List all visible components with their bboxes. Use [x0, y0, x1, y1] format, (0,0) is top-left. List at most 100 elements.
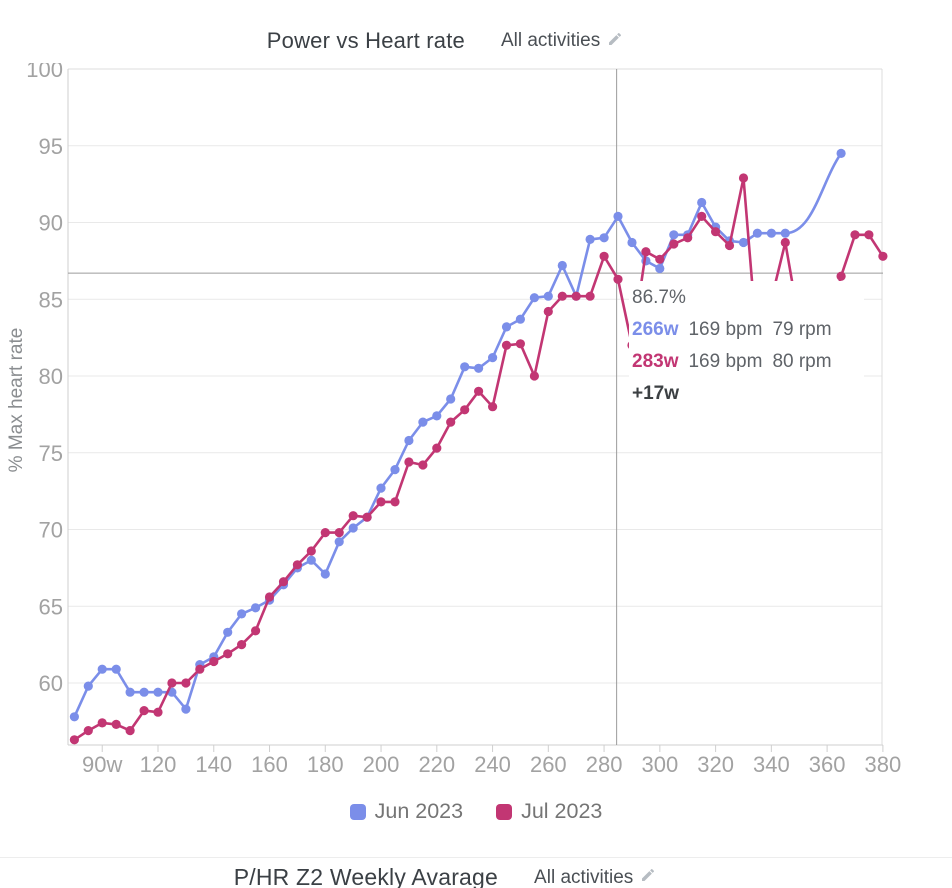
legend-swatch-jun — [349, 803, 366, 820]
data-point — [209, 656, 219, 667]
next-activity-filter[interactable]: All activities — [534, 867, 656, 888]
legend-item-jul-2023[interactable]: Jul 2023 — [496, 799, 602, 824]
x-tick-label: 320 — [697, 752, 734, 777]
data-point — [125, 687, 135, 697]
data-point — [418, 417, 428, 427]
data-point — [711, 227, 721, 237]
data-point — [83, 726, 93, 736]
x-tick-label: 200 — [363, 752, 400, 777]
data-point — [474, 363, 484, 373]
x-tick-label: 240 — [474, 752, 511, 777]
data-point — [766, 228, 777, 238]
data-point — [111, 664, 121, 674]
data-point — [599, 251, 609, 261]
data-point — [418, 460, 428, 470]
data-point — [543, 306, 553, 317]
data-point — [404, 435, 414, 446]
data-point — [446, 394, 456, 404]
data-point — [97, 664, 107, 674]
x-tick-label: 120 — [140, 752, 177, 777]
legend-label-jul: Jul 2023 — [521, 799, 603, 823]
activity-filter-label: All activities — [500, 30, 601, 51]
data-point — [836, 148, 846, 158]
data-point — [557, 260, 567, 271]
data-point — [836, 271, 846, 281]
data-point — [69, 712, 79, 722]
tooltip-hr-jul: 169 bpm — [688, 351, 763, 372]
data-point — [83, 681, 93, 691]
edit-pencil-icon[interactable] — [607, 31, 623, 52]
data-point — [599, 233, 609, 243]
data-point — [334, 528, 344, 538]
next-chart-header: P/HR Z2 Weekly Avarage All activities — [0, 864, 890, 888]
data-point — [655, 254, 665, 264]
data-point — [125, 726, 135, 736]
data-point — [460, 405, 470, 415]
data-point — [724, 240, 735, 251]
data-point — [585, 234, 595, 244]
data-point — [474, 386, 484, 396]
tooltip-hr-jun: 169 bpm — [688, 319, 763, 340]
power-vs-heart-rate-chart[interactable]: 100 95 90 85 80 75 70 65 60 90w 120 140 160 180 200 220… — [0, 63, 952, 803]
data-point — [292, 560, 302, 570]
data-point — [752, 228, 763, 238]
data-point — [488, 402, 498, 412]
x-tick-label: 140 — [195, 752, 232, 777]
data-point — [139, 687, 149, 697]
data-point — [237, 609, 247, 619]
data-point — [153, 687, 163, 697]
data-point — [864, 230, 874, 240]
y-tick-label: 90 — [39, 211, 63, 236]
tooltip-row-jun: 266w 169 bpm 79 rpm — [632, 318, 864, 341]
data-point — [167, 678, 177, 688]
data-point — [320, 528, 330, 538]
data-point — [306, 546, 316, 556]
data-point — [669, 239, 679, 249]
data-point — [195, 664, 205, 674]
data-point — [446, 417, 456, 427]
data-point — [697, 197, 707, 208]
data-point — [432, 443, 442, 453]
tooltip-watts-jul: 283w — [632, 351, 679, 372]
data-point — [181, 678, 191, 688]
edit-pencil-icon[interactable] — [640, 867, 656, 888]
data-point — [738, 237, 749, 248]
data-point — [543, 291, 553, 301]
activity-filter[interactable]: All activities — [501, 30, 623, 52]
data-point — [376, 497, 386, 507]
tooltip-cadence-jul: 80 rpm — [772, 351, 832, 372]
data-point — [306, 555, 316, 565]
x-tick-label: 160 — [251, 752, 288, 777]
data-point — [557, 291, 567, 301]
data-point — [669, 230, 679, 240]
tooltip-watts-jun: 266w — [632, 319, 679, 340]
data-point — [223, 649, 233, 659]
chart-legend: Jun 2023 Jul 2023 — [0, 799, 952, 824]
x-tick-label: 220 — [418, 752, 455, 777]
data-point — [655, 263, 665, 274]
grid-layer — [68, 68, 882, 684]
y-tick-label: 60 — [39, 671, 63, 696]
data-point — [585, 291, 595, 301]
data-point — [390, 465, 400, 475]
x-tick-label: 90w — [82, 752, 122, 777]
data-point — [181, 704, 191, 714]
legend-label-jun: Jun 2023 — [374, 799, 464, 823]
x-tick-label: 360 — [809, 752, 846, 777]
legend-swatch-jul — [496, 803, 513, 820]
data-point — [878, 251, 888, 261]
y-tick-label: 70 — [39, 518, 63, 543]
y-axis-title: % Max heart rate — [6, 328, 27, 473]
next-chart-title: P/HR Z2 Weekly Avarage — [233, 864, 499, 888]
data-point — [278, 577, 289, 587]
data-point — [251, 626, 261, 636]
legend-item-jun-2023[interactable]: Jun 2023 — [349, 799, 464, 824]
x-tick-label: 300 — [641, 752, 678, 777]
y-tick-label: 85 — [39, 287, 63, 312]
data-point — [697, 211, 707, 221]
data-point — [251, 603, 261, 613]
data-point — [139, 706, 149, 716]
y-tick-label: 100 — [26, 63, 63, 82]
tooltip-percent: 86.7% — [632, 287, 686, 308]
data-point — [613, 211, 623, 221]
